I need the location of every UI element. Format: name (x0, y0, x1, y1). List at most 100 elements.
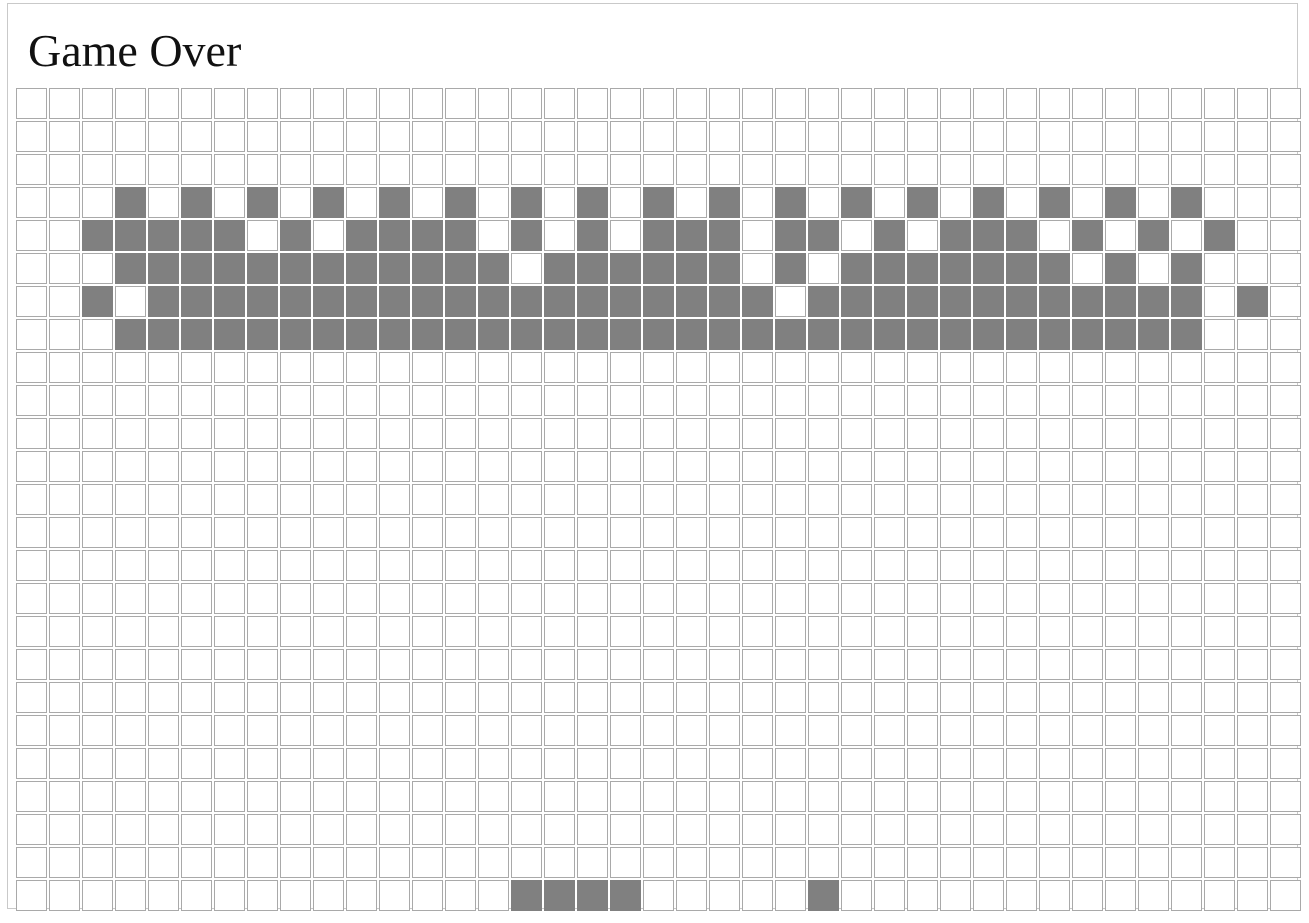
filled-cell (544, 319, 575, 350)
empty-cell (49, 649, 80, 680)
empty-cell (82, 847, 113, 878)
empty-cell (841, 517, 872, 548)
empty-cell (214, 484, 245, 515)
filled-cell (874, 253, 905, 284)
empty-cell (643, 583, 674, 614)
empty-cell (214, 616, 245, 647)
empty-cell (874, 550, 905, 581)
empty-cell (1105, 352, 1136, 383)
filled-cell (148, 319, 179, 350)
empty-cell (181, 814, 212, 845)
empty-cell (940, 451, 971, 482)
empty-cell (1204, 649, 1235, 680)
filled-cell (676, 286, 707, 317)
empty-cell (82, 451, 113, 482)
empty-cell (313, 682, 344, 713)
empty-cell (808, 121, 839, 152)
empty-cell (181, 583, 212, 614)
empty-cell (478, 352, 509, 383)
empty-cell (16, 781, 47, 812)
empty-cell (247, 880, 278, 911)
empty-cell (1039, 517, 1070, 548)
empty-cell (313, 880, 344, 911)
empty-cell (181, 682, 212, 713)
empty-cell (1072, 748, 1103, 779)
empty-cell (643, 616, 674, 647)
empty-cell (709, 451, 740, 482)
empty-cell (1072, 880, 1103, 911)
filled-cell (445, 220, 476, 251)
empty-cell (841, 847, 872, 878)
empty-cell (973, 583, 1004, 614)
empty-cell (1171, 220, 1202, 251)
empty-cell (181, 880, 212, 911)
filled-cell (940, 319, 971, 350)
filled-cell (973, 220, 1004, 251)
empty-cell (511, 847, 542, 878)
empty-cell (775, 781, 806, 812)
filled-cell (412, 220, 443, 251)
empty-cell (313, 517, 344, 548)
empty-cell (907, 121, 938, 152)
empty-cell (148, 847, 179, 878)
empty-cell (874, 451, 905, 482)
empty-cell (1270, 649, 1301, 680)
filled-cell (82, 286, 113, 317)
empty-cell (874, 418, 905, 449)
empty-cell (16, 880, 47, 911)
empty-cell (544, 781, 575, 812)
filled-cell (1138, 286, 1169, 317)
filled-cell (478, 286, 509, 317)
empty-cell (643, 385, 674, 416)
empty-cell (49, 418, 80, 449)
empty-cell (148, 187, 179, 218)
empty-cell (511, 88, 542, 119)
empty-cell (742, 649, 773, 680)
empty-cell (379, 781, 410, 812)
empty-cell (1204, 550, 1235, 581)
empty-cell (478, 880, 509, 911)
empty-cell (1006, 616, 1037, 647)
empty-cell (1006, 88, 1037, 119)
empty-cell (841, 748, 872, 779)
empty-cell (973, 847, 1004, 878)
empty-cell (49, 814, 80, 845)
empty-cell (16, 121, 47, 152)
empty-cell (247, 88, 278, 119)
empty-cell (643, 352, 674, 383)
empty-cell (181, 847, 212, 878)
empty-cell (1039, 814, 1070, 845)
empty-cell (280, 682, 311, 713)
empty-cell (511, 814, 542, 845)
empty-cell (874, 121, 905, 152)
empty-cell (1204, 286, 1235, 317)
empty-cell (1237, 121, 1268, 152)
empty-cell (1006, 385, 1037, 416)
empty-cell (511, 385, 542, 416)
filled-cell (1105, 286, 1136, 317)
empty-cell (808, 781, 839, 812)
empty-cell (874, 748, 905, 779)
empty-cell (808, 748, 839, 779)
empty-cell (511, 583, 542, 614)
empty-cell (1105, 814, 1136, 845)
filled-cell (247, 187, 278, 218)
empty-cell (610, 220, 641, 251)
filled-cell (577, 187, 608, 218)
empty-cell (148, 550, 179, 581)
empty-cell (181, 616, 212, 647)
empty-cell (181, 517, 212, 548)
empty-cell (379, 418, 410, 449)
filled-cell (181, 319, 212, 350)
empty-cell (1039, 616, 1070, 647)
empty-cell (742, 418, 773, 449)
empty-cell (808, 550, 839, 581)
empty-cell (313, 418, 344, 449)
empty-cell (1270, 220, 1301, 251)
empty-cell (1006, 451, 1037, 482)
empty-cell (841, 418, 872, 449)
empty-cell (148, 352, 179, 383)
empty-cell (346, 847, 377, 878)
empty-cell (247, 550, 278, 581)
empty-cell (808, 187, 839, 218)
